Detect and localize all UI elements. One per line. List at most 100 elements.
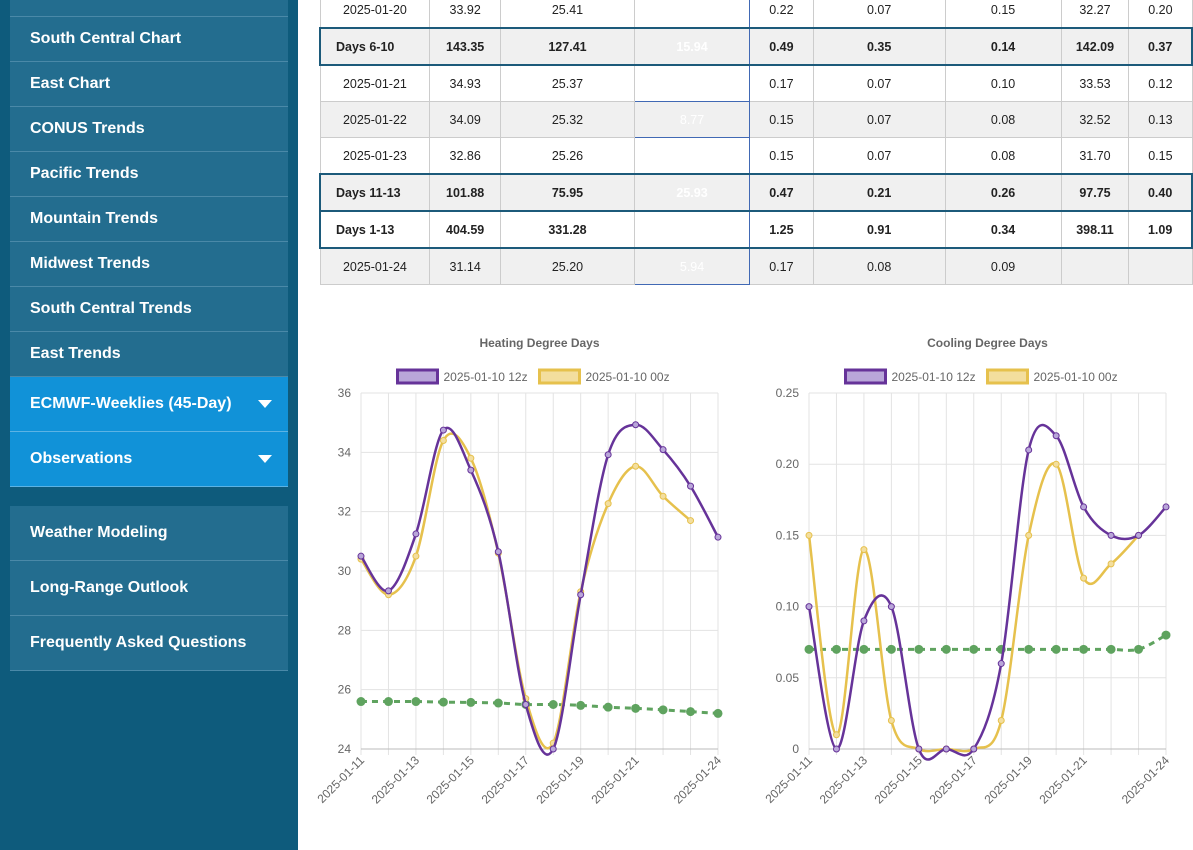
x-tick-label: 2025-01-11 (762, 753, 815, 806)
nav-item[interactable]: Mountain Trends (10, 197, 288, 242)
series-line (807, 424, 1167, 761)
y-tick-label: 0.15 (776, 528, 800, 542)
nav-item[interactable]: CONUS Trends (10, 107, 288, 152)
nav-expand[interactable]: Observations (10, 432, 288, 487)
table-cell: 2025-01-20 (319, 0, 431, 29)
table-cell: 0.07 (812, 137, 946, 175)
table-cell: 0.13 (1128, 101, 1193, 138)
data-point (577, 591, 585, 599)
table-cell: 127.41 (499, 27, 635, 66)
data-point (1107, 531, 1115, 539)
data-point (604, 451, 612, 459)
data-point (915, 745, 923, 753)
nav-item[interactable]: South Central Trends (10, 287, 288, 332)
table-cell: 0.34 (944, 210, 1062, 249)
data-point (548, 700, 558, 709)
nav-item[interactable]: Pacific Trends (10, 152, 288, 197)
table-cell: 0.37 (1128, 27, 1193, 66)
table-cell: 101.88 (429, 173, 501, 212)
x-tick-label: 2025-01-15 (424, 753, 478, 807)
nav-item[interactable]: Midwest Trends (10, 242, 288, 287)
table-cell: 0.08 (944, 137, 1062, 175)
nav-item[interactable]: East Trends (10, 332, 288, 377)
table-cell: 31.14 (429, 247, 501, 285)
table-cell (1128, 247, 1193, 285)
data-point (466, 697, 476, 707)
series-line (807, 462, 1140, 753)
table-cell: 0.07 (812, 0, 946, 29)
data-point (997, 660, 1005, 668)
table-cell: 25.20 (499, 247, 635, 285)
table-cell: 8.77 (633, 101, 751, 138)
table-cell: 2025-01-22 (319, 101, 431, 138)
nav-expand[interactable]: ECMWF-Weeklies (45-Day) (10, 377, 288, 432)
data-point (439, 436, 447, 444)
table-cell: 0.15 (749, 137, 814, 175)
table-cell: 32.27 (1060, 0, 1130, 29)
data-point (860, 546, 868, 554)
table-cell: 0.35 (812, 27, 946, 66)
data-point (687, 517, 695, 525)
chart-title: Heating Degree Days (479, 336, 599, 350)
x-tick-label: 2025-01-17 (927, 753, 981, 807)
data-point (1135, 531, 1143, 539)
data-point (384, 587, 392, 595)
data-point (494, 548, 502, 556)
table-cell: 5.94 (633, 247, 751, 285)
table-cell: 15.94 (633, 27, 751, 66)
data-point (493, 698, 503, 708)
data-point (1106, 644, 1116, 654)
table-cell: 0.49 (749, 27, 814, 66)
chart-title: Cooling Degree Days (927, 336, 1048, 350)
data-point (804, 644, 814, 654)
data-point (1107, 560, 1115, 568)
series-line (359, 423, 720, 756)
nav-link[interactable]: Weather Modeling (10, 506, 288, 561)
table-cell (1060, 247, 1130, 285)
y-tick-label: 26 (338, 683, 352, 697)
x-tick-label: 2025-01-13 (369, 753, 423, 807)
table-row: Days 1-13 404.59 331.28 73.31 1.25 0.91 0.34 39… (319, 210, 1193, 249)
y-tick-label: 0.05 (776, 671, 800, 685)
legend-swatch (844, 368, 887, 385)
data-point (604, 500, 612, 508)
data-point (1052, 432, 1060, 440)
data-point (658, 705, 668, 715)
nav-item[interactable]: East Chart (10, 62, 288, 107)
table-cell: 0.09 (944, 247, 1062, 285)
data-point (859, 644, 869, 654)
nav-item[interactable]: South Central Chart (10, 17, 288, 62)
x-tick-label: 2025-01-17 (479, 753, 533, 807)
data-table: 2025-01-20 33.92 25.41 8.51 0.22 0.07 0.15 32.2… (319, 0, 1193, 285)
legend-label: 2025-01-10 12z (444, 370, 528, 384)
y-tick-label: 0.20 (776, 457, 800, 471)
table-cell: 143.35 (429, 27, 501, 66)
data-point (659, 446, 667, 454)
legend-swatch (986, 368, 1029, 385)
table-cell: 34.09 (429, 101, 501, 138)
nav-link[interactable]: Frequently Asked Questions (10, 616, 288, 671)
table-cell: 0.08 (944, 101, 1062, 138)
table-cell: 33.92 (429, 0, 501, 29)
table-cell: 404.59 (429, 210, 501, 249)
data-point (887, 717, 895, 725)
data-point (805, 531, 813, 539)
nav-link[interactable]: Long-Range Outlook (10, 561, 288, 616)
data-point (411, 697, 421, 707)
data-point (467, 466, 475, 474)
table-cell: 2025-01-21 (319, 64, 431, 102)
y-tick-label: 0.10 (776, 600, 800, 614)
table-row: 2025-01-22 34.09 25.32 8.77 0.15 0.07 0.08 32.5… (319, 101, 1193, 138)
table-cell: 97.75 (1060, 173, 1130, 212)
table-cell: 0.21 (812, 173, 946, 212)
legend-label: 2025-01-10 00z (1034, 370, 1118, 384)
data-point (1025, 446, 1033, 454)
x-tick-label: 2025-01-21 (588, 753, 642, 807)
table-row: Days 11-13 101.88 75.95 25.93 0.47 0.21 0.26 97… (319, 173, 1193, 212)
table-cell: Days 1-13 (319, 210, 431, 249)
data-point (383, 697, 393, 707)
table-cell: 0.26 (944, 173, 1062, 212)
data-point (632, 421, 640, 429)
nav-item[interactable] (10, 0, 288, 17)
